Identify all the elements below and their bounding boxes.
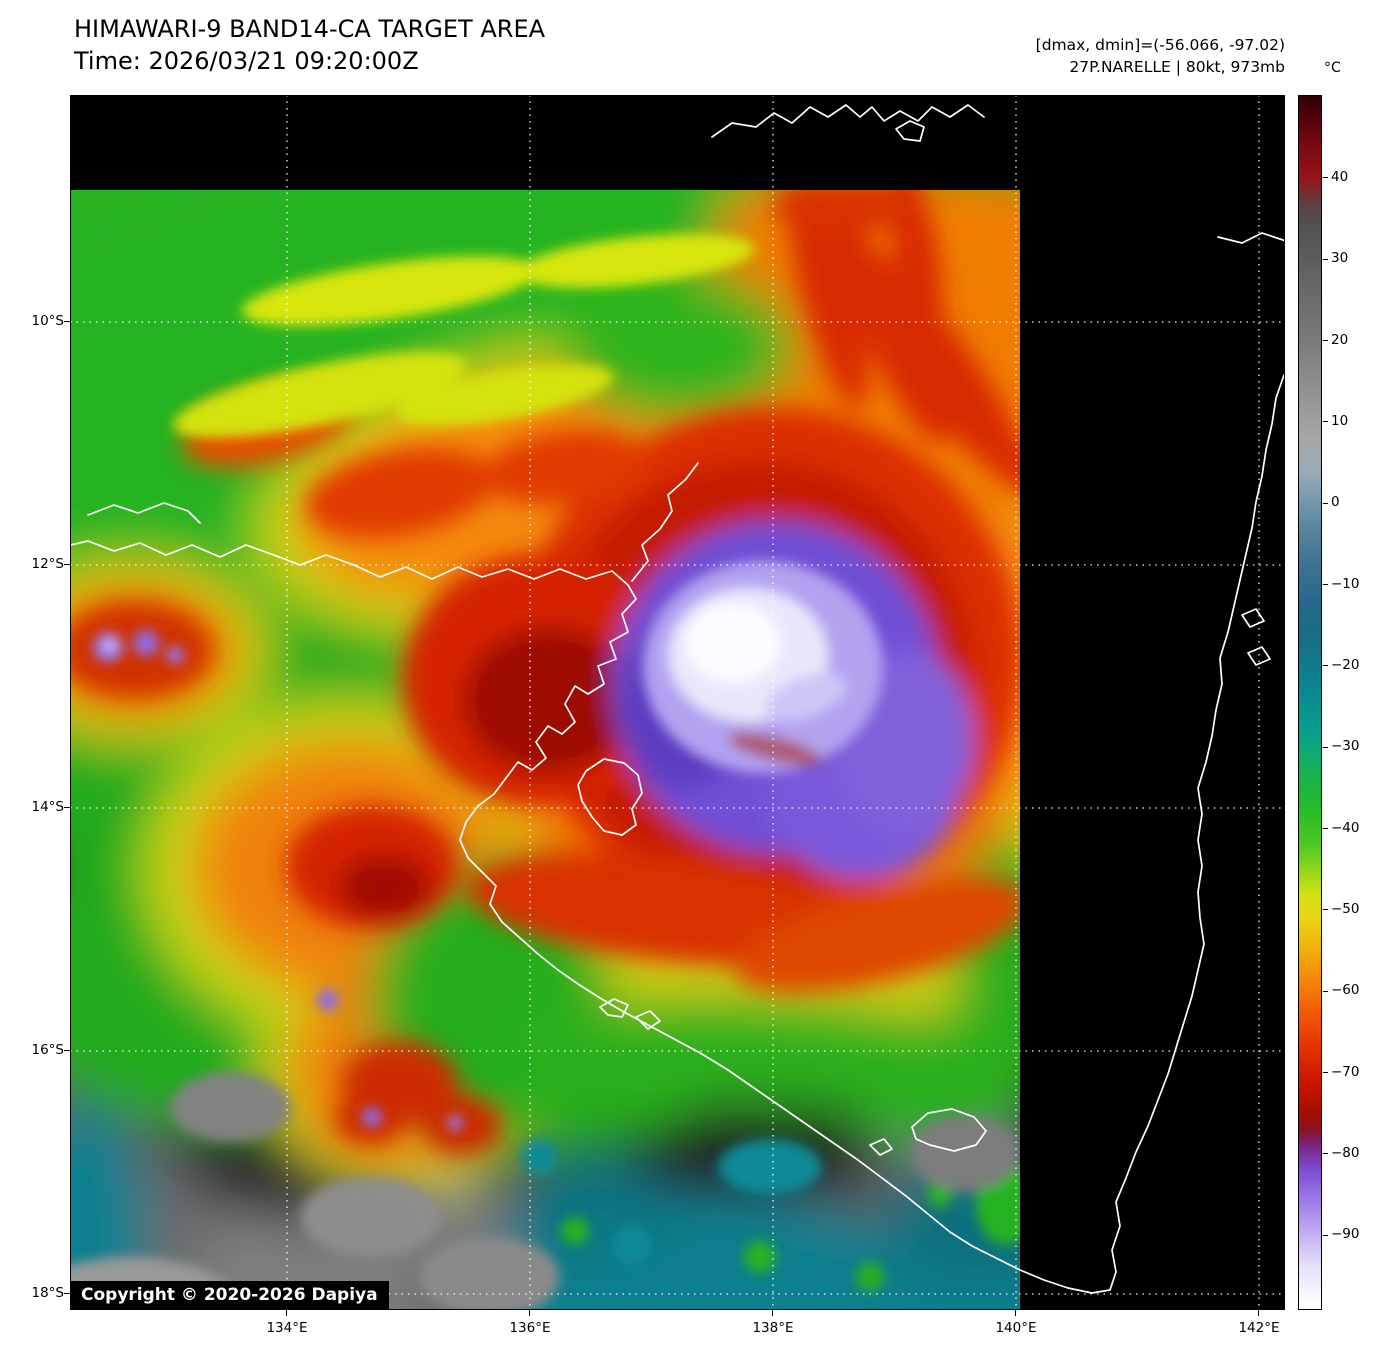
colorbar-tick-label: 40 [1331,168,1349,185]
dmax-dmin-readout: [dmax, dmin]=(-56.066, -97.02) [1035,36,1285,54]
lat-tick-label: 12°S [31,555,65,572]
colorbar-tick-label: 30 [1331,250,1349,267]
colorbar-tick-label: −50 [1331,900,1360,917]
coastline-small-island-2 [1247,646,1271,666]
plot-frame [70,95,1285,1310]
colorbar-tick-mark [1323,177,1328,179]
colorbar-tick-label: −70 [1331,1063,1360,1080]
colorbar-tick-mark [1323,1072,1328,1074]
colorbar-tick-mark [1323,1153,1328,1155]
product-title: HIMAWARI-9 BAND14-CA TARGET AREA [74,15,546,43]
lat-tick-label: 18°S [31,1284,65,1301]
coastline-mornington-island-2 [869,1138,893,1156]
lon-tick-mark [772,1310,774,1316]
colorbar-tick-mark [1323,828,1328,830]
coastlines [70,104,1285,1294]
lat-tick-label: 14°S [31,798,65,815]
coastline-pellew-islands [599,998,629,1018]
colorbar-tick-label: −10 [1331,575,1360,592]
coastline-png-island [895,120,925,142]
colorbar-tick-mark [1323,990,1328,992]
lat-tick-mark [64,321,70,323]
copyright-badge: Copyright © 2020-2026 Dapiya [70,1281,389,1309]
product-time: Time: 2026/03/21 09:20:00Z [74,47,419,75]
colorbar-tick-mark [1323,502,1328,504]
lon-tick-label: 136°E [509,1320,551,1336]
colorbar-tick-mark [1323,665,1328,667]
colorbar-tick-label: −60 [1331,982,1360,999]
lat-tick-mark [64,1293,70,1295]
lon-tick-label: 140°E [995,1320,1037,1336]
coastline-small-island-1 [1241,608,1265,628]
colorbar-tick-label: −40 [1331,819,1360,836]
colorbar-tick-label: −80 [1331,1144,1360,1161]
colorbar-tick-mark [1323,909,1328,911]
colorbar-tick-label: −20 [1331,656,1360,673]
lon-tick-mark [1258,1310,1260,1316]
colorbar-tick-label: −90 [1331,1226,1360,1243]
satellite-image [70,95,1285,1310]
lon-tick-mark [529,1310,531,1316]
colorbar [1298,95,1322,1310]
colorbar-unit-label: °C [1324,60,1341,76]
lon-tick-mark [1015,1310,1017,1316]
colorbar-tick-mark [1323,258,1328,260]
storm-info: 27P.NARELLE | 80kt, 973mb [1069,58,1285,76]
lat-tick-mark [64,1050,70,1052]
lon-tick-label: 138°E [752,1320,794,1336]
colorbar-tick-label: 20 [1331,331,1349,348]
coastline-png [711,104,985,138]
coastline-pellew-islands-2 [635,1010,661,1030]
lat-tick-label: 16°S [31,1041,65,1058]
coastline-groote-eylandt [577,758,643,836]
lon-tick-label: 134°E [266,1320,308,1336]
map-plot-area: Copyright © 2020-2026 Dapiya [70,95,1285,1310]
coastline-png-east [1217,232,1285,244]
coastline-mornington-island [911,1108,987,1152]
lat-tick-label: 10°S [31,312,65,329]
cloud-field [70,190,1020,1310]
lon-tick-label: 142°E [1238,1320,1280,1336]
header-right: [dmax, dmin]=(-56.066, -97.02) 27P.NAREL… [1036,34,1285,78]
lon-tick-mark [286,1310,288,1316]
header-left: HIMAWARI-9 BAND14-CA TARGET AREA Time: 2… [74,13,545,77]
colorbar-tick-label: 0 [1331,494,1340,511]
colorbar-tick-mark [1323,421,1328,423]
coastline-cobourg [87,502,201,524]
lat-tick-mark [64,564,70,566]
colorbar-tick-mark [1323,1234,1328,1236]
coastline-wessel-islands [631,462,699,582]
lat-tick-mark [64,807,70,809]
colorbar-tick-label: −30 [1331,738,1360,755]
colorbar-tick-mark [1323,746,1328,748]
colorbar-tick-mark [1323,340,1328,342]
colorbar-tick-label: 10 [1331,412,1349,429]
colorbar-tick-mark [1323,584,1328,586]
